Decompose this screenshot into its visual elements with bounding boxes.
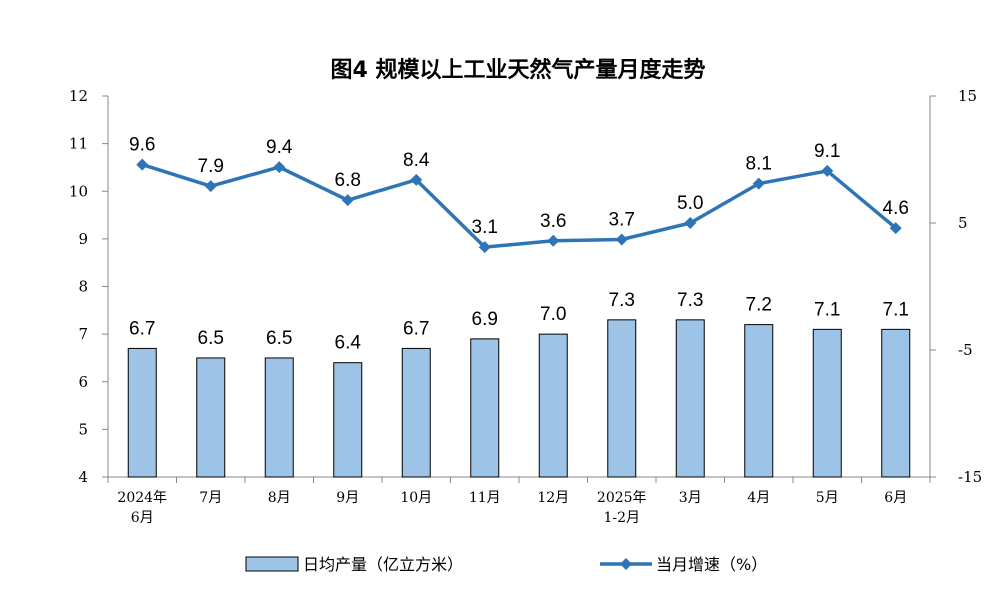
line-marker [273, 161, 286, 174]
line-marker [821, 164, 834, 177]
left-tick-label: 6 [78, 373, 88, 391]
left-tick-label: 10 [69, 182, 88, 200]
chart-title: 图4 规模以上工业天然气产量月度走势 [331, 57, 706, 83]
line-value-label: 3.1 [472, 217, 498, 238]
bar-value-label: 6.5 [198, 328, 224, 349]
line-marker [136, 158, 149, 171]
x-tick-label: 9月 [336, 490, 359, 506]
x-tick-label: 3月 [679, 490, 702, 506]
bar [744, 324, 774, 478]
left-tick-label: 4 [78, 468, 88, 486]
x-tick-label: 2024年 6月 [117, 490, 167, 526]
x-tick-label: 6月 [884, 490, 907, 506]
bar-value-label: 7.3 [609, 290, 635, 311]
legend-line-marker [620, 558, 632, 570]
line-value-label: 6.8 [335, 170, 361, 191]
bar-value-label: 7.3 [677, 290, 703, 311]
left-tick-label: 9 [78, 230, 88, 248]
line-value-label: 7.9 [198, 156, 224, 177]
bar-value-label: 7.0 [540, 304, 566, 325]
x-tick-label: 5月 [816, 490, 839, 506]
bar-value-label: 6.7 [403, 318, 429, 339]
right-tick-label: 5 [958, 214, 968, 232]
line-marker [547, 234, 560, 247]
line-value-label: 8.4 [403, 150, 430, 171]
x-tick-label: 2025年 1-2月 [597, 490, 647, 526]
growth-line [141, 162, 897, 249]
line-value-label: 9.4 [266, 137, 293, 158]
bar [196, 357, 226, 478]
legend-bar-label: 日均产量（亿立方米） [303, 555, 463, 574]
bar-series [127, 319, 911, 478]
bar [264, 357, 294, 478]
bar-value-label: 7.1 [814, 299, 840, 320]
line-marker [684, 217, 697, 229]
line-value-label: 8.1 [746, 154, 772, 175]
bar [812, 328, 842, 478]
bar [127, 347, 157, 478]
bar-value-label: 6.5 [266, 328, 292, 349]
line-value-label: 9.6 [129, 135, 155, 156]
chart-legend: 日均产量（亿立方米） 当月增速（%） [245, 555, 767, 574]
line-value-label: 3.7 [609, 210, 635, 231]
line-marker [615, 233, 628, 246]
line-value-label: 5.0 [677, 193, 703, 214]
bar-value-label: 7.2 [746, 295, 772, 316]
bar [538, 333, 568, 478]
x-tick-label: 12月 [537, 490, 569, 506]
bar-value-label: 6.7 [129, 318, 155, 339]
chart-axes: 4 5 6 7 8 9 10 11 12 -15 -5 5 15 2024年 6月 7月 8月 9月 10月 11月 1… [69, 87, 982, 526]
bar-value-label: 7.1 [883, 299, 909, 320]
x-tick-label: 10月 [400, 490, 432, 506]
right-tick-label: -15 [958, 468, 982, 486]
bar [333, 362, 363, 478]
bar [675, 319, 705, 478]
bar-value-label: 6.9 [472, 309, 498, 330]
bar-value-label: 6.4 [335, 333, 362, 354]
x-tick-label: 7月 [199, 490, 222, 506]
left-tick-label: 8 [78, 278, 88, 296]
line-value-label: 9.1 [814, 141, 840, 162]
line-value-label: 4.6 [883, 198, 909, 219]
line-marker [889, 222, 902, 235]
left-tick-label: 7 [78, 325, 88, 343]
data-labels: 6.7 6.5 6.5 6.4 6.7 6.9 7.0 7.3 7.3 7.2 7.1 7.1 9.6 7… [129, 135, 909, 354]
right-tick-label: -5 [958, 341, 973, 359]
line-marker [341, 194, 354, 207]
line-marker [204, 180, 217, 193]
bar [401, 347, 431, 478]
bar [607, 319, 637, 478]
line-value-label: 3.6 [540, 211, 566, 232]
right-tick-label: 15 [958, 87, 977, 105]
left-tick-label: 11 [69, 135, 88, 153]
bar [470, 338, 500, 478]
x-tick-label: 4月 [747, 490, 770, 506]
line-series [136, 158, 902, 254]
line-marker [410, 173, 423, 186]
line-marker [752, 177, 765, 190]
legend-line-label: 当月增速（%） [656, 555, 767, 574]
line-marker [478, 241, 491, 254]
legend-bar-swatch [245, 556, 299, 572]
x-tick-label: 8月 [268, 490, 291, 506]
bar [881, 328, 911, 478]
x-tick-label: 11月 [469, 490, 501, 506]
left-tick-label: 5 [78, 420, 88, 438]
left-tick-label: 12 [69, 87, 88, 105]
